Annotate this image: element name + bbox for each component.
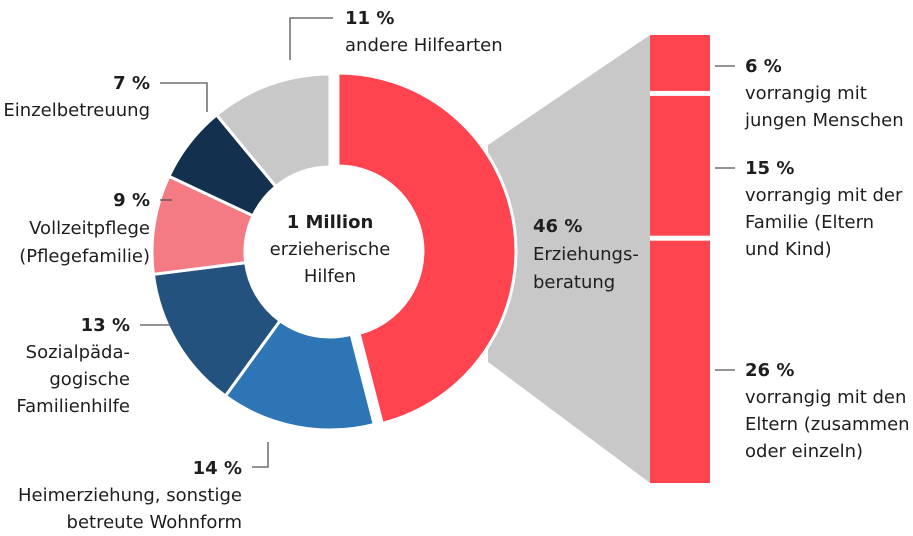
- bar-segment: [650, 95, 710, 236]
- category-label: Heimerziehung, sonstige: [18, 485, 242, 506]
- category-label: vorrangig mit den: [745, 387, 906, 408]
- category-label: und Kind): [745, 239, 832, 260]
- category-label: oder einzeln): [745, 441, 863, 462]
- breakdown-connector: [488, 35, 650, 483]
- donut-segment: [214, 72, 332, 189]
- category-label: (Pflegefamilie): [19, 246, 150, 267]
- value-label: 46 %: [533, 216, 582, 237]
- center-text: Hilfen: [304, 266, 356, 287]
- category-label: Eltern (zusammen: [745, 414, 910, 435]
- category-label: Familienhilfe: [16, 396, 130, 417]
- category-label: Erziehungs-: [533, 244, 639, 265]
- value-label: 6 %: [745, 56, 782, 77]
- center-text: 1 Million: [287, 212, 374, 233]
- bar-segment: [650, 240, 710, 483]
- donut-segment: [336, 71, 518, 426]
- center-text: erzieherische: [270, 239, 391, 260]
- category-label: Vollzeitpflege: [29, 218, 150, 239]
- donut-segment: [223, 318, 377, 432]
- category-label: vorrangig mit der: [745, 185, 903, 206]
- leader-line: [252, 442, 269, 468]
- category-label: gogische: [49, 369, 130, 390]
- category-label: betreute Wohnform: [67, 512, 242, 533]
- value-label: 7 %: [113, 73, 150, 94]
- value-label: 14 %: [193, 458, 242, 479]
- category-label: vorrangig mit: [745, 83, 867, 104]
- category-label: jungen Menschen: [744, 110, 904, 131]
- leader-line: [289, 17, 333, 60]
- value-label: 15 %: [745, 158, 794, 179]
- bar-segment: [650, 35, 710, 91]
- value-label: 13 %: [81, 315, 130, 336]
- value-label: 26 %: [745, 360, 794, 381]
- category-label: Familie (Eltern: [745, 212, 874, 233]
- category-label: Einzelbetreuung: [3, 100, 150, 121]
- category-label: Sozialpäda-: [26, 342, 130, 363]
- category-label: beratung: [533, 272, 615, 293]
- leader-line: [160, 82, 208, 112]
- category-label: andere Hilfearten: [345, 35, 503, 56]
- value-label: 11 %: [345, 8, 394, 29]
- value-label: 9 %: [113, 190, 150, 211]
